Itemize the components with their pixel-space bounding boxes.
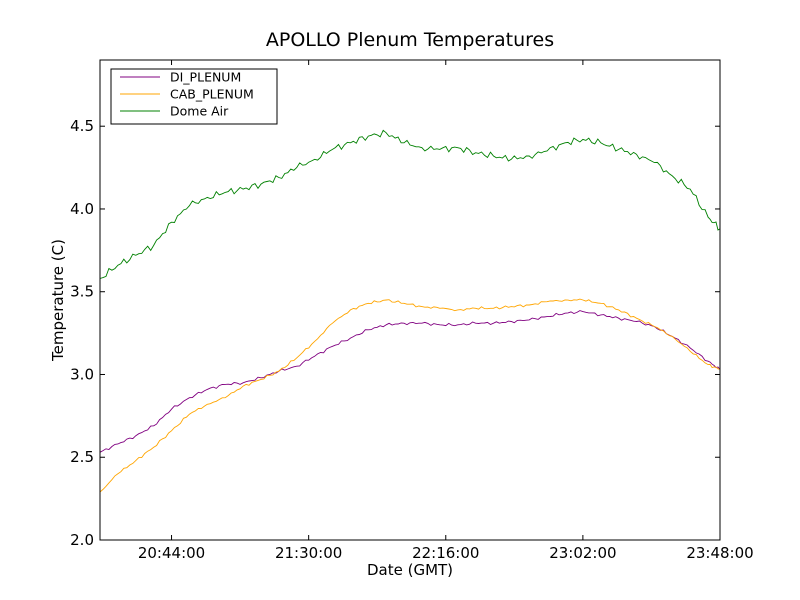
y-tick-label: 2.5 (70, 448, 94, 466)
y-tick-label: 3.0 (70, 365, 94, 383)
legend: DI_PLENUM CAB_PLENUM Dome Air (110, 68, 278, 125)
y-tick-label: 4.5 (70, 117, 94, 135)
y-tick-label: 2.0 (70, 531, 94, 549)
legend-label-di-plenum: DI_PLENUM (170, 70, 241, 85)
chart-title: APOLLO Plenum Temperatures (266, 29, 554, 51)
x-axis-label: Date (GMT) (367, 561, 453, 579)
series-line-cab-plenum (99, 298, 721, 493)
series-line-di-plenum (99, 310, 721, 453)
plot-area-frame (99, 59, 721, 541)
legend-box (110, 68, 278, 125)
x-tick-label: 23:02:00 (549, 544, 616, 562)
y-tick-label: 3.5 (70, 283, 94, 301)
x-tick-label: 23:48:00 (686, 544, 753, 562)
series-layer (99, 129, 721, 493)
y-tick-label: 4.0 (70, 200, 94, 218)
legend-label-dome-air: Dome Air (170, 104, 229, 119)
x-tick-label: 21:30:00 (275, 544, 342, 562)
y-axis-label: Temperature (C) (49, 239, 67, 362)
x-tick-label: 20:44:00 (138, 544, 205, 562)
legend-label-cab-plenum: CAB_PLENUM (170, 87, 254, 102)
x-tick-label: 22:16:00 (412, 544, 479, 562)
series-line-dome-air (99, 129, 721, 279)
tick-layer: 20:44:00 21:30:00 22:16:00 23:02:00 23:48:00… (70, 60, 754, 562)
